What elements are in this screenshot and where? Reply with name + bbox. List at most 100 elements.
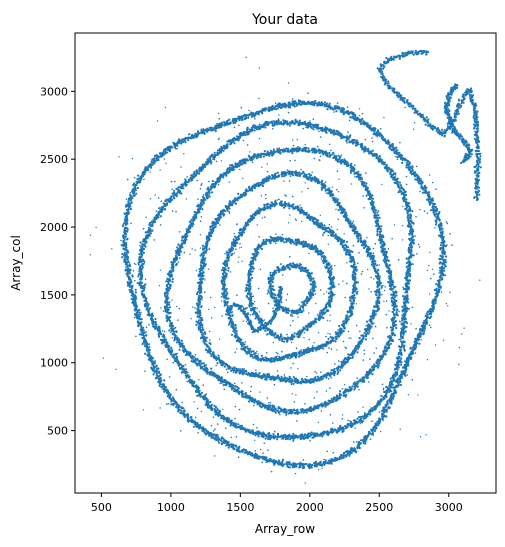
data-point <box>331 235 333 237</box>
data-point <box>230 333 234 336</box>
data-point <box>300 206 303 209</box>
data-point <box>281 307 284 310</box>
data-point <box>226 292 229 295</box>
data-point <box>263 406 267 409</box>
data-point <box>337 335 340 338</box>
data-point <box>362 334 365 338</box>
data-point <box>209 352 212 355</box>
data-point <box>328 191 331 194</box>
data-point <box>320 371 322 374</box>
data-point <box>302 381 305 384</box>
data-point <box>269 274 272 277</box>
data-point <box>290 378 293 380</box>
data-point <box>312 381 315 384</box>
data-point <box>286 264 289 267</box>
data-point <box>273 383 276 386</box>
data-point <box>283 336 286 339</box>
data-point <box>337 154 340 157</box>
data-point <box>245 352 248 355</box>
data-point <box>327 377 330 380</box>
data-point <box>248 264 250 266</box>
data-point <box>265 378 268 381</box>
data-point <box>310 325 313 328</box>
data-point <box>269 271 272 274</box>
data-point <box>209 342 212 346</box>
data-point <box>379 291 381 293</box>
data-point <box>281 350 283 353</box>
data-point <box>225 174 228 177</box>
data-point <box>350 224 354 227</box>
data-point <box>295 241 298 244</box>
data-point <box>191 355 194 358</box>
data-point <box>291 355 294 358</box>
data-point <box>235 241 238 244</box>
data-point <box>248 281 251 284</box>
data-point <box>284 378 287 381</box>
data-point <box>258 372 261 375</box>
data-point <box>345 251 348 254</box>
data-point <box>320 258 323 260</box>
data-point <box>335 208 337 211</box>
data-point <box>368 190 371 193</box>
data-point <box>169 275 172 278</box>
data-point <box>345 361 348 364</box>
data-point <box>329 282 332 285</box>
data-point <box>236 237 239 241</box>
data-point <box>323 231 326 234</box>
data-point <box>167 283 170 286</box>
data-point <box>353 164 356 166</box>
data-point <box>224 204 227 208</box>
data-point <box>289 324 292 327</box>
data-point <box>241 390 244 393</box>
data-point <box>196 364 199 367</box>
data-point <box>256 209 259 212</box>
data-point <box>263 150 266 153</box>
data-point <box>339 369 342 372</box>
data-point <box>358 251 360 254</box>
data-point <box>229 164 232 167</box>
data-point <box>324 259 327 262</box>
data-point <box>302 245 305 248</box>
data-point <box>287 266 290 269</box>
data-point <box>166 292 169 295</box>
data-point <box>312 322 315 325</box>
data-point <box>283 175 286 178</box>
data-point <box>249 355 252 358</box>
data-point <box>295 352 298 355</box>
data-point <box>324 311 327 314</box>
data-point <box>373 314 376 317</box>
data-point <box>225 287 228 291</box>
data-point <box>219 382 221 384</box>
data-point <box>349 163 352 167</box>
data-point <box>279 333 282 336</box>
data-point <box>181 343 184 346</box>
data-point <box>343 361 346 364</box>
data-point <box>387 248 390 250</box>
data-point <box>187 231 190 234</box>
data-point <box>326 266 329 269</box>
data-point <box>274 150 277 153</box>
data-point <box>225 303 228 306</box>
data-point <box>316 145 319 148</box>
data-point <box>312 277 315 280</box>
data-point <box>202 248 205 251</box>
data-point <box>223 301 227 304</box>
data-point <box>213 183 217 186</box>
data-point <box>292 382 295 385</box>
data-point <box>213 223 216 226</box>
data-point <box>209 228 212 231</box>
data-point <box>287 307 290 310</box>
data-point <box>215 358 218 362</box>
data-point <box>270 291 273 294</box>
data-point <box>302 171 305 174</box>
data-point <box>377 308 380 311</box>
data-point <box>235 332 238 336</box>
data-point <box>343 324 346 327</box>
data-point <box>359 240 362 243</box>
data-point <box>298 304 301 306</box>
data-point <box>297 381 300 384</box>
data-point <box>227 257 230 260</box>
data-point <box>195 323 198 326</box>
data-point <box>241 373 244 376</box>
data-point <box>372 337 374 340</box>
